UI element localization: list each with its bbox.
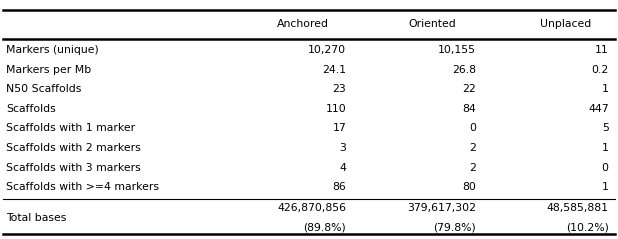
Text: 379,617,302: 379,617,302	[407, 203, 476, 213]
Text: 10,155: 10,155	[438, 45, 476, 55]
Text: Markers per Mb: Markers per Mb	[6, 65, 91, 75]
Text: (89.8%): (89.8%)	[303, 223, 346, 233]
Text: Scaffolds: Scaffolds	[6, 104, 56, 114]
Text: Scaffolds with 1 marker: Scaffolds with 1 marker	[6, 123, 135, 133]
Text: 10,270: 10,270	[308, 45, 346, 55]
Text: Total bases: Total bases	[6, 213, 67, 223]
Text: (10.2%): (10.2%)	[566, 223, 609, 233]
Text: 86: 86	[332, 182, 346, 192]
Text: Scaffolds with >=4 markers: Scaffolds with >=4 markers	[6, 182, 159, 192]
Text: 24.1: 24.1	[322, 65, 346, 75]
Text: 22: 22	[462, 84, 476, 94]
Text: Anchored: Anchored	[277, 19, 329, 29]
Text: N50 Scaffolds: N50 Scaffolds	[6, 84, 82, 94]
Text: 17: 17	[332, 123, 346, 133]
Text: 3: 3	[339, 143, 346, 153]
Text: 447: 447	[588, 104, 609, 114]
Text: 0: 0	[602, 163, 609, 173]
Text: 110: 110	[325, 104, 346, 114]
Text: 0: 0	[469, 123, 476, 133]
Text: Oriented: Oriented	[408, 19, 457, 29]
Text: Scaffolds with 2 markers: Scaffolds with 2 markers	[6, 143, 141, 153]
Text: 80: 80	[462, 182, 476, 192]
Text: 426,870,856: 426,870,856	[277, 203, 346, 213]
Text: 2: 2	[469, 163, 476, 173]
Text: 0.2: 0.2	[591, 65, 609, 75]
Text: 1: 1	[602, 84, 609, 94]
Text: 26.8: 26.8	[452, 65, 476, 75]
Text: 11: 11	[595, 45, 609, 55]
Text: 1: 1	[602, 182, 609, 192]
Text: 23: 23	[332, 84, 346, 94]
Text: 4: 4	[339, 163, 346, 173]
Text: 1: 1	[602, 143, 609, 153]
Text: Unplaced: Unplaced	[541, 19, 591, 29]
Text: 84: 84	[462, 104, 476, 114]
Text: Scaffolds with 3 markers: Scaffolds with 3 markers	[6, 163, 141, 173]
Text: Markers (unique): Markers (unique)	[6, 45, 99, 55]
Text: 48,585,881: 48,585,881	[547, 203, 609, 213]
Text: (79.8%): (79.8%)	[433, 223, 476, 233]
Text: 2: 2	[469, 143, 476, 153]
Text: 5: 5	[602, 123, 609, 133]
